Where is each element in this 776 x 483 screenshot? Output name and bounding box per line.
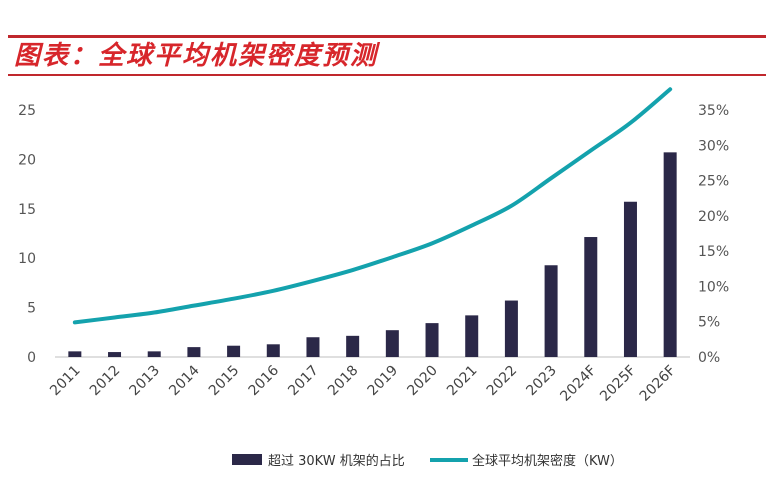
y-right-tick-label: 25%: [698, 174, 729, 190]
y-axis-right: 0% 5% 10% 15% 20% 25% 30% 35%: [698, 103, 729, 366]
y-right-tick-label: 15%: [698, 244, 729, 260]
y-left-tick-label: 10: [18, 251, 36, 267]
header: 图表：全球平均机架密度预测: [0, 0, 776, 80]
bar-2026F: [663, 152, 677, 357]
line-series: [72, 87, 673, 325]
x-tick-label: 2025F: [597, 363, 639, 405]
legend: 超过 30KW 机架的占比 全球平均机架密度（KW）: [232, 453, 623, 469]
legend-line-label: 全球平均机架密度（KW）: [472, 453, 623, 469]
bar-2017: [306, 337, 320, 357]
y-left-tick-label: 15: [18, 202, 36, 218]
x-tick-label: 2026F: [637, 363, 679, 405]
y-left-tick-label: 5: [27, 301, 36, 317]
y-right-tick-label: 10%: [698, 279, 729, 295]
x-tick-label: 2021: [444, 363, 481, 400]
x-tick-label: 2012: [87, 363, 124, 400]
x-tick-label: 2019: [365, 363, 402, 400]
y-left-tick-label: 0: [27, 350, 36, 366]
bar-2012: [108, 352, 122, 357]
x-tick-label: 2022: [484, 363, 521, 400]
x-tick-label: 2018: [325, 363, 362, 400]
y-left-tick-label: 25: [18, 103, 36, 119]
x-tick-label: 2011: [47, 363, 84, 400]
bar-2023: [544, 265, 558, 357]
bar-2018: [346, 335, 360, 357]
y-right-tick-label: 0%: [698, 350, 720, 366]
x-tick-label: 2017: [285, 363, 322, 400]
bar-2024F: [584, 237, 598, 357]
x-tick-label: 2014: [166, 362, 203, 399]
legend-bar-swatch: [232, 454, 262, 465]
y-right-tick-label: 30%: [698, 138, 729, 154]
legend-bar-label: 超过 30KW 机架的占比: [268, 453, 405, 469]
bar-2013: [147, 351, 161, 357]
bar-2022: [504, 300, 518, 357]
y-axis-left: 0 5 10 15 20 25: [18, 103, 36, 366]
x-axis: 2011 2012 2013 2014 2015 2016 2017 2018 2019 2020…: [47, 362, 679, 404]
bar-2020: [425, 323, 439, 357]
chart-title: 图表：全球平均机架密度预测: [14, 41, 379, 71]
x-tick-label: 2013: [127, 363, 164, 400]
bar-2016: [266, 344, 280, 357]
title-rule-bottom: [8, 74, 766, 76]
bar-series: [68, 152, 677, 357]
y-left-tick-label: 20: [18, 152, 36, 168]
y-right-tick-label: 5%: [698, 315, 720, 331]
bar-2014: [187, 347, 201, 357]
x-tick-label: 2024F: [557, 363, 599, 405]
bar-2021: [465, 315, 479, 357]
y-right-tick-label: 20%: [698, 209, 729, 225]
y-right-tick-label: 35%: [698, 103, 729, 119]
x-tick-label: 2020: [404, 363, 441, 400]
title-rule-top: [8, 35, 766, 38]
bar-2019: [385, 330, 399, 357]
bar-2011: [68, 351, 82, 357]
bar-2025F: [623, 201, 637, 357]
density-line: [72, 87, 673, 325]
x-tick-label: 2023: [523, 363, 560, 400]
x-tick-label: 2015: [206, 363, 243, 400]
bar-2015: [227, 345, 241, 357]
x-tick-label: 2016: [246, 362, 283, 399]
